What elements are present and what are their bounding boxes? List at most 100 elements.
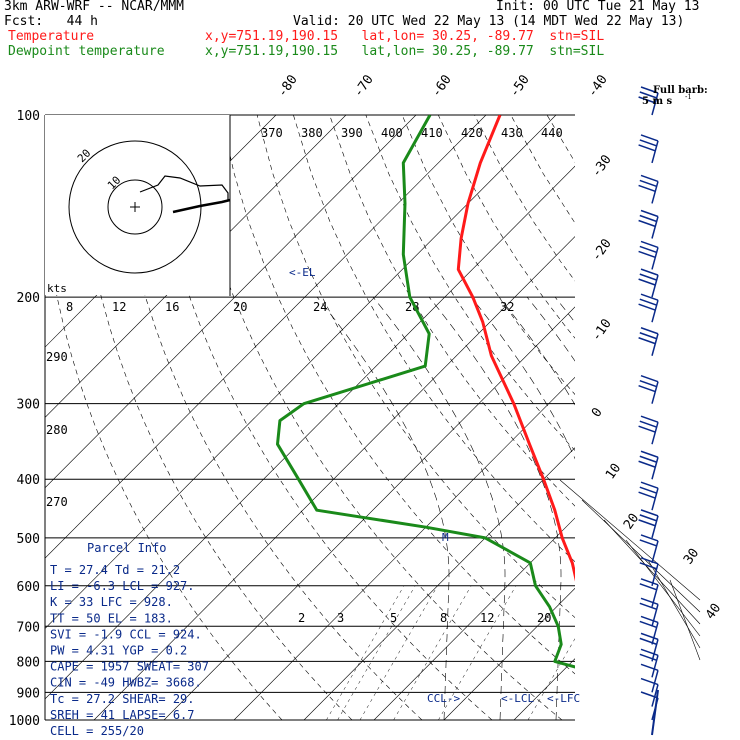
dewpoint-legend: Dewpoint temperature: [8, 44, 165, 59]
lcl-annotation: <-LCL: [501, 692, 534, 705]
wind-barb-staff: [651, 563, 659, 586]
wind-barb-flag: [639, 273, 658, 281]
temperature-tick-label: -70: [351, 72, 377, 100]
wind-barb: [638, 240, 659, 270]
theta-label: 420: [461, 126, 483, 140]
wind-barb-flag: [638, 491, 656, 499]
temperature-tick-label: 0: [589, 405, 606, 420]
wind-barb-staff: [651, 140, 659, 164]
wind-barb-flag: [640, 578, 659, 586]
pressure-tick-label: 1000: [9, 714, 40, 729]
wind-barb-flag: [639, 332, 658, 340]
isotherm-line: [45, 165, 575, 700]
theta-label: 430: [501, 126, 523, 140]
wind-barb-flag: [639, 139, 658, 147]
parcel-info-row: Tc = 27.2 SHEAR= 29.: [50, 692, 195, 706]
isotherm-line: [654, 115, 740, 720]
wind-barb: [638, 481, 659, 511]
isotherm-line: [45, 115, 347, 418]
isotherm-line: [45, 115, 417, 489]
mixing-ratio-label: 20: [537, 611, 551, 625]
isotherm-extension: [581, 499, 701, 613]
wind-barb: [639, 648, 659, 678]
moist-adiabat-line: [470, 296, 575, 460]
dry-adiabat-line: [365, 115, 575, 451]
pressure-tick-label: 700: [17, 620, 40, 635]
theta-label: 440: [541, 126, 563, 140]
pressure-tick-label: 400: [17, 473, 40, 488]
parcel-info-row: CIN = -49 HWBZ= 3668.: [50, 676, 202, 690]
wind-barb-flag: [640, 481, 659, 489]
hodograph-speed-label: 24: [313, 300, 327, 314]
isotherm-line: [233, 376, 575, 720]
wind-barb: [638, 509, 659, 539]
temperature-tick-label: 10: [603, 461, 624, 482]
mixing-ratio-line: [393, 585, 472, 720]
parcel-info-row: PW = 4.31 YGP = 0.2: [50, 644, 187, 658]
isotherm-line: [45, 115, 557, 629]
mixing-ratio-line: [359, 585, 438, 720]
wind-barb: [639, 534, 659, 564]
temperature-tick-label: 40: [703, 601, 724, 622]
wind-barb-flag: [639, 620, 658, 629]
wind-barb-staff: [651, 655, 659, 678]
dewpoint-location: x,y=751.19,190.15 lat,lon= 30.25, -89.77…: [205, 44, 605, 59]
wind-barb-flag: [640, 648, 659, 657]
mixing-ratio-label: 5: [390, 611, 397, 625]
wind-barb: [638, 209, 659, 239]
temperature-tick-label: -30: [589, 152, 615, 180]
wind-barb: [638, 174, 659, 204]
wind-barb-flag: [640, 415, 659, 423]
wind-barb-flag: [640, 597, 659, 605]
hodograph-speed-label: 16: [165, 300, 179, 314]
wind-barb-flag: [639, 602, 658, 610]
pressure-tick-label: 900: [17, 686, 40, 701]
temperature-tick-label: -40: [585, 72, 611, 100]
wind-barb-flag: [639, 179, 658, 188]
wind-barb: [639, 557, 659, 586]
dry-adiabat-line: [620, 115, 740, 720]
dry-adiabat-line: [583, 115, 740, 720]
dry-adiabat-line: [111, 115, 423, 720]
lfc-annotation: <-LFC: [547, 692, 580, 705]
wind-barb-staff: [651, 181, 659, 204]
wind-barb-flag: [640, 615, 659, 624]
mixing-ratio-line: [438, 585, 517, 720]
dry-adiabat-line: [474, 115, 575, 282]
isotherm-line: [724, 115, 740, 720]
wind-barb-flag: [638, 460, 656, 468]
isotherm-extension: [603, 519, 701, 625]
isotherm-line: [45, 115, 487, 559]
isotherm-line: [443, 587, 575, 720]
wind-barb-flag: [638, 219, 656, 228]
wind-barb-flag: [639, 379, 658, 388]
wind-barb-flag: [640, 209, 659, 218]
temperature-profile: [456, 115, 575, 582]
wind-barb-flag: [639, 91, 658, 99]
wind-barb-flag: [638, 278, 656, 286]
temperature-tick-label: -80: [275, 72, 301, 100]
wind-barb-staff: [651, 299, 659, 323]
pressure-tick-label: 300: [17, 398, 40, 413]
mixing-ratio-line: [527, 638, 575, 720]
wind-barb: [639, 597, 659, 627]
mixing-ratio-label: 2: [298, 611, 305, 625]
wind-barb-flag: [638, 184, 656, 193]
wind-barb-flag: [639, 583, 658, 591]
isotherm-line: [303, 447, 575, 720]
wind-barb-flag: [638, 384, 656, 393]
wind-barb: [638, 327, 659, 356]
wind-barb-staff: [651, 639, 659, 662]
moist-adiabat-line: [316, 296, 450, 720]
isotherm-extension: [669, 579, 701, 661]
theta-label: 290: [46, 350, 68, 364]
pressure-tick-label: 500: [17, 532, 40, 547]
hodograph-trace: [172, 198, 231, 214]
dewpoint-profile: [276, 115, 575, 669]
wind-barb: [638, 134, 659, 164]
wind-barb: [638, 86, 659, 116]
barb-legend-title: Full barb:: [653, 85, 708, 96]
wind-barb-flag: [639, 637, 658, 646]
wind-barb-flag: [639, 420, 658, 428]
